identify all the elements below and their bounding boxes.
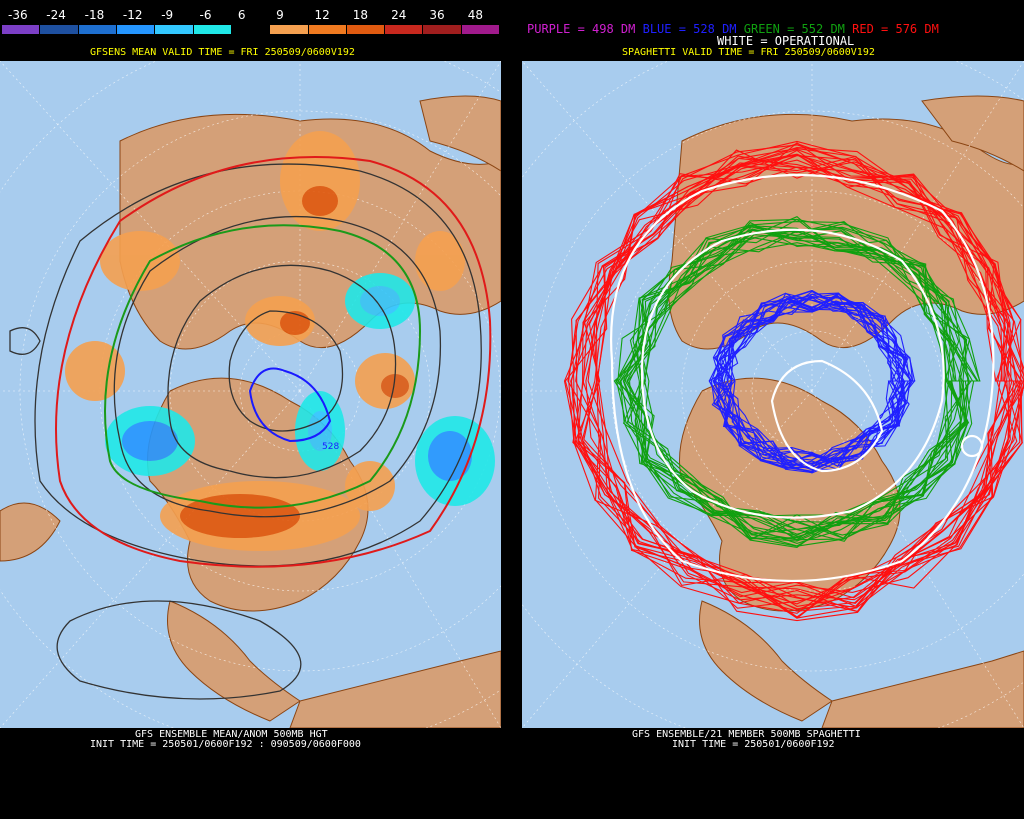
ensemble-member-contour: [577, 146, 1024, 619]
scale-label: -24: [46, 8, 66, 22]
legend-entry: RED = 576 DM: [852, 22, 939, 36]
ensemble-member-contour: [624, 221, 962, 530]
right-footer-init: INIT TIME = 250501/0600F192: [672, 739, 835, 750]
scale-label: 48: [467, 8, 483, 22]
spaghetti-map: [522, 61, 1024, 728]
operational-contours: [610, 173, 995, 583]
scale-label: 12: [314, 8, 330, 22]
ensemble-member-contour: [719, 290, 904, 461]
scale-label: -12: [122, 8, 143, 22]
ensemble-member-contour: [723, 296, 907, 466]
scale-label: 18: [352, 8, 369, 22]
ensemble-member-contour: [595, 144, 1013, 609]
left-footer-init: INIT TIME = 250501/0600F192 : 090509/060…: [90, 739, 361, 750]
scale-swatch: [78, 25, 117, 34]
scale-label: 6: [237, 8, 246, 22]
ensemble-member-contour: [615, 242, 970, 540]
right-valid-time: SPAGHETTI VALID TIME = FRI 250509/0600V1…: [622, 47, 875, 58]
scale-label: -6: [199, 8, 212, 22]
mean-anomaly-panel: -36 -24 -18 -12 -9 -6 6 9 12 18 24 36 48 GFSENS MEAN…: [0, 0, 501, 819]
ensemble-member-contour: [567, 148, 1023, 605]
ensemble-member-contour: [581, 159, 1024, 584]
legend-entry: GREEN = 552 DM: [743, 22, 853, 36]
scale-swatch: [346, 25, 386, 34]
anomaly-color-scale: [2, 25, 501, 34]
ensemble-member-contour: [588, 166, 1024, 601]
ensemble-member-contour: [714, 303, 914, 466]
scale-swatch: [308, 25, 347, 34]
spaghetti-panel: PURPLE = 498 DM BLUE = 528 DM GREEN = 55…: [522, 0, 1024, 819]
scale-label: -36: [8, 8, 28, 22]
ensemble-member-contour: [572, 140, 1023, 614]
panel-divider: [501, 0, 522, 819]
left-valid-time: GFSENS MEAN VALID TIME = FRI 250509/0600…: [90, 47, 355, 58]
scale-label: -18: [84, 8, 105, 22]
scale-swatch: [2, 25, 41, 34]
scale-swatch: [116, 25, 156, 34]
scale-label: 9: [276, 8, 284, 22]
ensemble-member-contour: [582, 148, 1024, 619]
scale-swatch: [193, 25, 232, 34]
scale-swatch: [40, 25, 79, 34]
scale-swatch: [155, 25, 194, 34]
spaghetti-legend: PURPLE = 498 DM BLUE = 528 DM GREEN = 55…: [527, 22, 939, 36]
operational-note: WHITE = OPERATIONAL: [717, 34, 855, 48]
ensemble-member-contour: [570, 162, 1024, 618]
ensemble-member-contour: [721, 292, 913, 464]
legend-entry: BLUE = 528 DM: [642, 22, 744, 36]
ensemble-member-contour: [617, 228, 950, 536]
left-footer-title: GFS ENSEMBLE MEAN/ANOM 500MB HGT: [135, 729, 328, 740]
contour-528-label: 528: [322, 442, 339, 452]
ensemble-member-contour: [714, 296, 914, 473]
scale-swatch: [385, 25, 424, 34]
scale-swatch: [231, 25, 271, 34]
scale-swatch: [270, 25, 309, 34]
ensemble-member-contour: [639, 230, 973, 541]
scale-swatch: [461, 25, 501, 34]
mean-anomaly-map: 528: [0, 61, 501, 728]
scale-label: -9: [161, 8, 174, 22]
right-footer-title: GFS ENSEMBLE/21 MEMBER 500MB SPAGHETTI: [632, 729, 861, 740]
ensemble-member-contour: [577, 161, 1023, 612]
scale-swatch: [423, 25, 462, 34]
scale-label: 24: [391, 8, 407, 22]
scale-label: 36: [429, 8, 445, 22]
ensemble-member-contour: [708, 295, 913, 469]
legend-entry: PURPLE = 498 DM: [527, 22, 643, 36]
anomaly-scale-labels: -36 -24 -18 -12 -9 -6 6 9 12 18 24 36 48: [2, 8, 500, 22]
